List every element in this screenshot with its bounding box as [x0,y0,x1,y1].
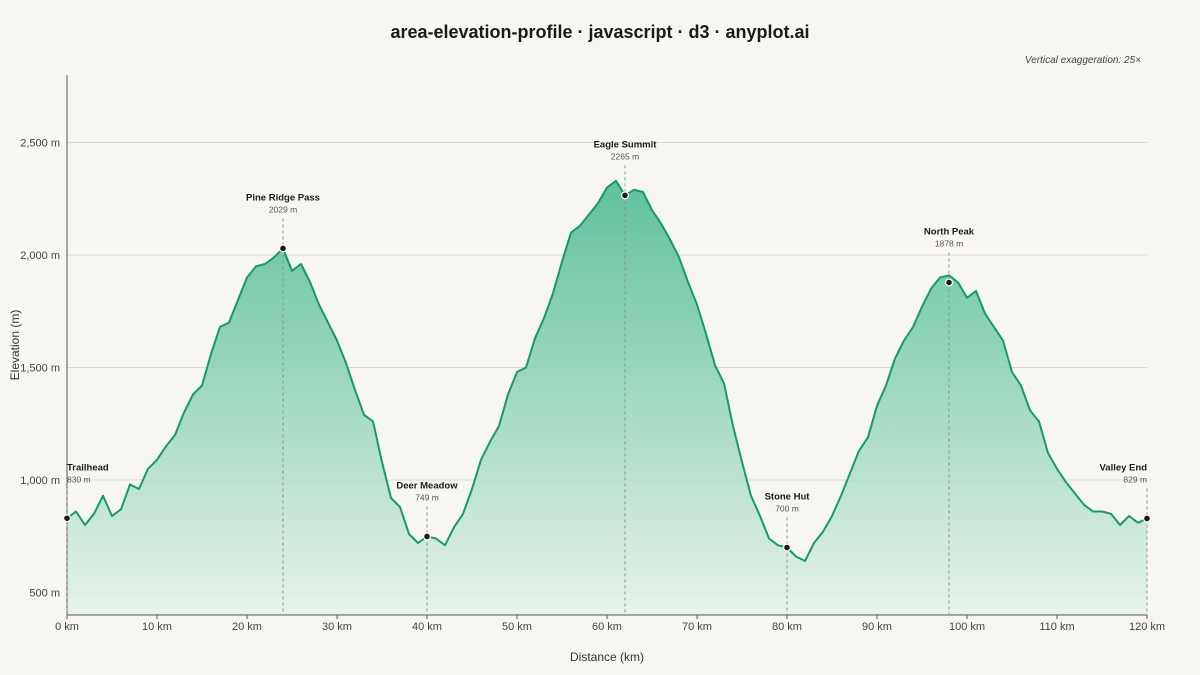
y-tick-label: 500 m [29,588,60,600]
x-axis-title: Distance (km) [570,650,644,664]
vertical-exaggeration-note: Vertical exaggeration: 25× [1025,55,1141,66]
landmark-marker [1142,514,1151,523]
y-tick-label: 1,500 m [20,363,60,375]
x-tick-label: 20 km [232,621,262,633]
landmark-marker [279,244,288,253]
landmark-elevation: 2029 m [269,204,297,214]
landmark-marker [944,278,953,287]
landmark-elevation: 2265 m [611,151,639,161]
landmark-elevation: 1878 m [935,238,963,248]
x-tick-label: 90 km [862,621,892,633]
x-tick-label: 80 km [772,621,802,633]
landmark-name: Pine Ridge Pass [246,192,320,203]
landmark-marker [620,191,629,200]
axes: 0 km 10 km 20 km 30 km 40 km 50 km 60 km 70 km 8… [20,75,1165,633]
landmark-name: North Peak [924,226,975,237]
landmark-elevation: 829 m [1123,474,1147,484]
landmark-elevation: 749 m [415,492,439,502]
landmark-marker [782,543,791,552]
x-tick-label: 40 km [412,621,442,633]
landmark-name: Trailhead [67,462,109,473]
chart-title: area-elevation-profile · javascript · d3… [390,22,809,42]
y-tick-label: 1,000 m [20,475,60,487]
landmark-marker [62,514,71,523]
landmark-name: Deer Meadow [396,480,458,491]
x-tick-label: 60 km [592,621,622,633]
x-tick-label: 0 km [55,621,79,633]
landmark-name: Eagle Summit [594,139,658,150]
x-tick-label: 70 km [682,621,712,633]
x-tick-label: 100 km [949,621,985,633]
y-tick-label: 2,500 m [20,138,60,150]
x-tick-label: 110 km [1039,621,1074,633]
y-axis-title: Elevation (m) [8,310,22,381]
elevation-area-fill [67,180,1147,616]
landmark-marker [423,532,432,541]
x-tick-label: 10 km [142,621,172,633]
landmark-elevation: 830 m [67,474,91,484]
landmark-name: Valley End [1099,462,1147,473]
landmark-elevation: 700 m [775,504,799,514]
x-tick-label: 30 km [322,621,352,633]
y-tick-label: 2,000 m [20,250,60,262]
area-layer [66,179,1148,616]
x-tick-label: 120 km [1129,621,1165,633]
x-tick-label: 50 km [502,621,532,633]
elevation-line [66,179,1148,562]
landmark-name: Stone Hut [765,492,811,503]
